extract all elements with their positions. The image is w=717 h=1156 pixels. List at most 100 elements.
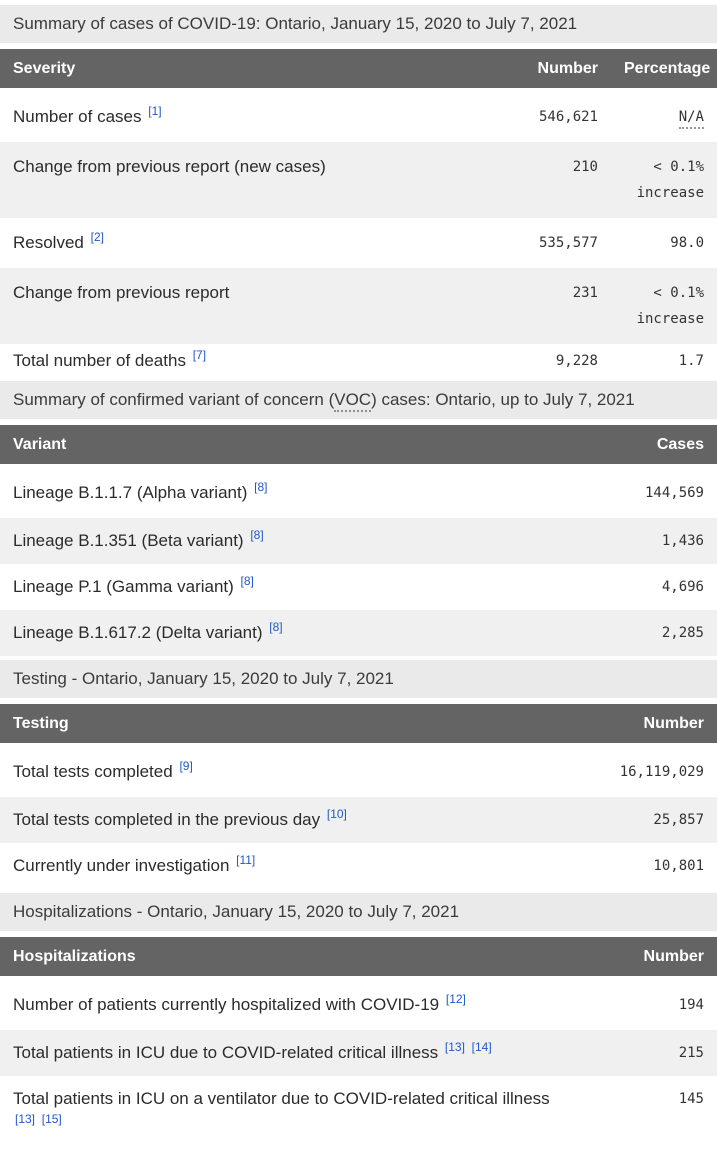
table-caption: Summary of cases of COVID-19: Ontario, J… [0,5,717,43]
row-label: Lineage P.1 (Gamma variant) [13,577,234,596]
footnote-link[interactable]: [7] [192,348,207,363]
caption-text: Testing - Ontario, January 15, 2020 to J… [13,669,394,688]
value-cell: 210 [572,159,598,175]
caption-text: ) cases: Ontario, up to July 7, 2021 [371,390,635,409]
footnote-link[interactable]: [1] [148,104,162,119]
footnote-marker: [8] [250,527,263,543]
value-cell: 1,436 [661,533,704,549]
value-cell: 546,621 [538,109,598,125]
footnote-link[interactable]: [8] [250,528,264,543]
row-label: Number of patients currently hospitalize… [13,995,440,1014]
footnote-link[interactable]: [11] [236,853,256,868]
table-row: Lineage B.1.617.2 (Delta variant) [8] 2,… [0,610,717,656]
footnote-link[interactable]: [8] [240,574,254,589]
row-label: Total patients in ICU on a ventilator du… [13,1089,550,1108]
row-label-cell: Currently under investigation [11] [0,843,581,889]
row-label: Number of cases [13,107,142,126]
value-cell: 194 [678,997,704,1013]
table-row: Total patients in ICU due to COVID-relat… [0,1030,717,1076]
column-header: Number [495,49,611,88]
caption-text: Hospitalizations - Ontario, January 15, … [13,902,460,921]
table-row: Currently under investigation [11] 10,80… [0,843,717,889]
value-cell: N/A [611,88,717,142]
row-label: Resolved [13,233,84,252]
caption-text: Summary of confirmed variant of concern … [13,390,335,409]
footnote-marker: [8] [254,479,267,495]
footnote-link[interactable]: [8] [269,620,283,635]
table-row: Number of cases [1] 546,621 N/A [0,88,717,142]
footnote-marker: [13] [15,1111,35,1127]
value-cell: 25,857 [653,812,704,828]
footnote-marker: [14] [472,1039,492,1055]
table-body: Number of patients currently hospitalize… [0,976,717,1148]
row-label-cell: Lineage B.1.617.2 (Delta variant) [8] [0,610,581,656]
value-cell: 1.7 [678,353,704,369]
value-cell: 231 [572,285,598,301]
value-cell: 4,696 [661,579,704,595]
footnote-link[interactable]: [10] [326,807,347,822]
footnote-link[interactable]: [9] [179,759,193,774]
footnote-link[interactable]: [12] [445,992,466,1007]
footnote-link[interactable]: [14] [471,1040,492,1055]
value-cell: 535,577 [538,235,598,251]
row-label: Total number of deaths [13,351,186,370]
table-row: Total number of deaths [7] 9,228 1.7 [0,344,717,377]
covid-summary-tables: Summary of cases of COVID-19: Ontario, J… [0,5,717,1148]
row-label: Lineage B.1.1.7 (Alpha variant) [13,483,248,502]
column-header: Cases [581,425,717,464]
row-label-cell: Total patients in ICU due to COVID-relat… [0,1030,581,1076]
footnote-link[interactable]: [13] [444,1040,465,1055]
value-cell: < 0.1% increase [636,285,704,327]
row-label-cell: Lineage B.1.351 (Beta variant) [8] [0,518,581,564]
column-header: Severity [0,49,495,88]
footnote-marker: [1] [148,103,161,119]
table-caption: Summary of confirmed variant of concern … [0,381,717,419]
table-row: Total tests completed in the previous da… [0,797,717,843]
table-body: Total tests completed [9] 16,119,029 Tot… [0,743,717,889]
value-cell: 144,569 [644,485,704,501]
footnote-link[interactable]: [13] [15,1112,36,1127]
table-section: Summary of confirmed variant of concern … [0,381,717,656]
data-table: Severity Number Percentage Number of cases… [0,49,717,377]
value-cell: 2,285 [661,625,704,641]
table-row: Number of patients currently hospitalize… [0,976,717,1030]
footnote-marker: [11] [236,852,255,868]
table-section: Hospitalizations - Ontario, January 15, … [0,893,717,1148]
table-caption: Hospitalizations - Ontario, January 15, … [0,893,717,931]
column-header: Variant [0,425,581,464]
value-cell: 16,119,029 [619,764,704,780]
row-label: Total tests completed [13,762,173,781]
table-section: Summary of cases of COVID-19: Ontario, J… [0,5,717,377]
row-label: Currently under investigation [13,856,230,875]
row-label-cell: Total tests completed in the previous da… [0,797,581,843]
table-row: Total tests completed [9] 16,119,029 [0,743,717,797]
table-row: Lineage P.1 (Gamma variant) [8] 4,696 [0,564,717,610]
row-label-cell: Resolved [2] [0,218,495,268]
header-row: Hospitalizations Number [0,937,717,976]
header-row: Testing Number [0,704,717,743]
table-row: Change from previous report (new cases) … [0,142,717,218]
caption-text: Summary of cases of COVID-19: Ontario, J… [13,14,578,33]
not-applicable-abbr: N/A [678,109,704,129]
column-header: Hospitalizations [0,937,581,976]
footnote-link[interactable]: [2] [90,230,104,245]
row-label-cell: Number of patients currently hospitalize… [0,976,581,1030]
footnote-marker: [9] [179,758,192,774]
row-label-cell: Number of cases [1] [0,88,495,142]
table-body: Lineage B.1.1.7 (Alpha variant) [8] 144,… [0,464,717,656]
value-cell: 145 [678,1091,704,1107]
footnote-marker: [2] [91,229,104,245]
row-label-cell: Lineage P.1 (Gamma variant) [8] [0,564,581,610]
row-label: Lineage B.1.351 (Beta variant) [13,531,244,550]
data-table: Variant Cases Lineage B.1.1.7 (Alpha vari… [0,425,717,656]
footnote-link[interactable]: [8] [254,480,268,495]
column-header: Number [581,937,717,976]
value-cell: 10,801 [653,858,704,874]
footnote-marker: [12] [446,991,466,1007]
footnote-marker: [15] [42,1111,62,1127]
row-label: Lineage B.1.617.2 (Delta variant) [13,623,263,642]
row-label-cell: Total tests completed [9] [0,743,581,797]
footnote-link[interactable]: [15] [41,1112,62,1127]
row-label-cell: Change from previous report (new cases) [0,142,495,218]
column-header: Testing [0,704,581,743]
